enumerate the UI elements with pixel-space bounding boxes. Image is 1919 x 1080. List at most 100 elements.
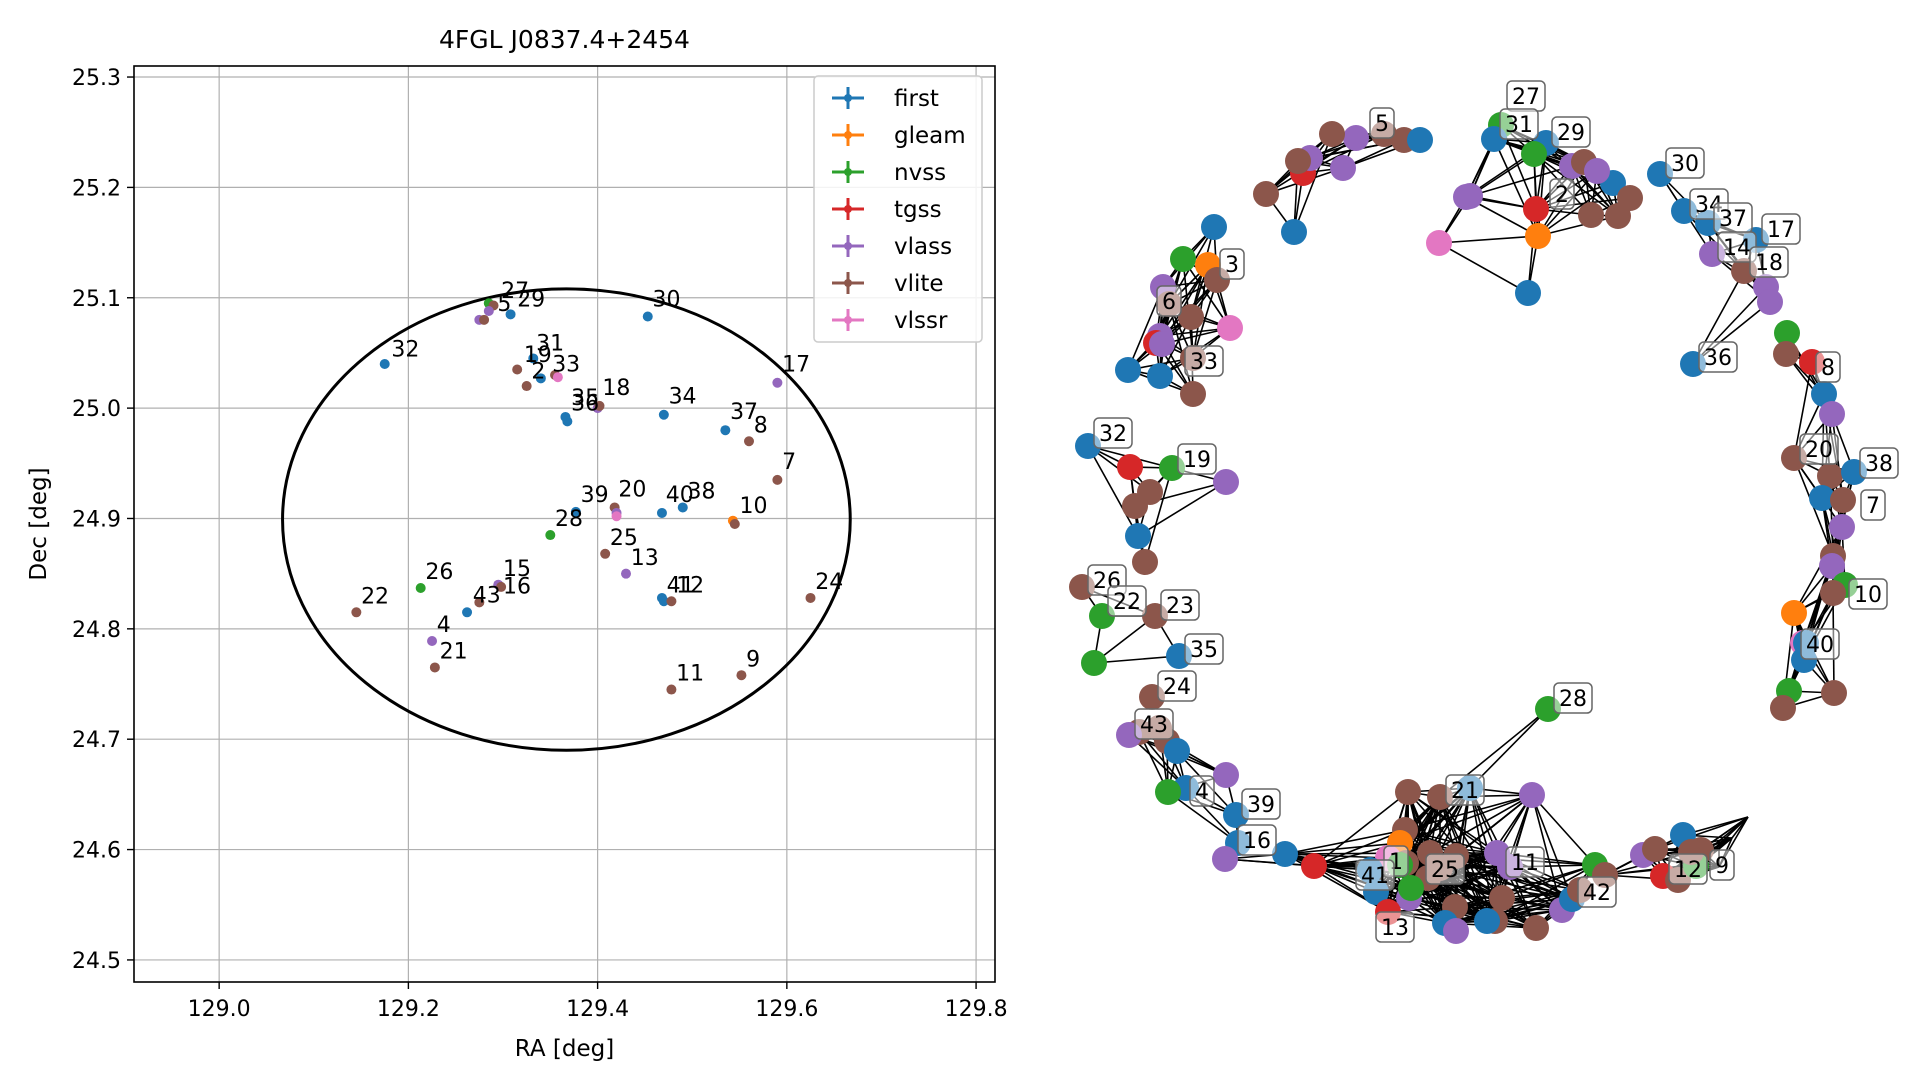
network-node-label: 22 [1107, 585, 1147, 617]
network-edge [1501, 864, 1596, 899]
network-node-label: 17 [1761, 213, 1801, 245]
label-text: 11 [1511, 851, 1539, 876]
network-node-vlite [1137, 479, 1163, 505]
point-label: 4 [437, 613, 451, 638]
network-node-vlass [1819, 553, 1845, 579]
plot-frame [133, 65, 996, 983]
data-point-vlite [805, 592, 816, 603]
label-text: 5 [1375, 112, 1389, 137]
label-box [1189, 775, 1215, 807]
network-node-nvss [1155, 779, 1181, 805]
network-node-nvss [1398, 875, 1424, 901]
network-node-first [1474, 908, 1500, 934]
network-edge [1494, 864, 1596, 922]
network-edge [1284, 842, 1401, 855]
network-node-vlite [1770, 695, 1796, 721]
label-text: 35 [1190, 638, 1218, 663]
label-box [1445, 774, 1485, 806]
network-edge [1093, 655, 1180, 664]
y-tick-label: 25.0 [72, 397, 121, 422]
network-node-label: 29 [1551, 116, 1591, 148]
data-point-vlite [729, 519, 740, 529]
y-tick-label: 24.5 [72, 949, 121, 974]
network-edge [1137, 481, 1227, 537]
network-node-vlssr [1426, 230, 1452, 256]
x-tick-label: 129.6 [755, 997, 818, 1022]
y-tick-label: 24.8 [72, 618, 121, 643]
data-point-first [720, 425, 731, 436]
network-edge [1168, 303, 1194, 395]
point-label: 40 [666, 483, 694, 508]
point-label: 11 [676, 662, 704, 687]
point-label: 7 [782, 450, 796, 475]
network-node-vlite [1253, 181, 1279, 207]
x-tick-label: 129.2 [377, 997, 440, 1022]
data-point-nvss [415, 583, 426, 594]
network-node-first [1115, 357, 1141, 383]
x-tick-label: 129.8 [945, 997, 1008, 1022]
label-box [1177, 443, 1217, 475]
network-node-vlite [1180, 381, 1206, 407]
y-tick-label: 25.2 [72, 176, 121, 201]
label-text: 32 [1099, 422, 1127, 447]
network-node-label: 24 [1157, 670, 1197, 702]
network-node-label: 12 [1668, 853, 1708, 885]
network-node-vlite [1830, 487, 1856, 513]
data-point-vlass [772, 377, 783, 388]
label-box [1761, 213, 1801, 245]
network-edge [1444, 898, 1573, 924]
label-box [1156, 285, 1182, 317]
network-node-first [1125, 523, 1151, 549]
label-box [1549, 178, 1575, 210]
network-node-first [1515, 280, 1541, 306]
network-node-label: 9 [1709, 849, 1735, 881]
data-point-vlite [521, 381, 532, 392]
legend-marker-tgss [844, 205, 852, 213]
network-node-vlass [1330, 155, 1356, 181]
point-label: 24 [815, 570, 843, 595]
point-label: 16 [503, 575, 531, 600]
legend-label-nvss: nvss [894, 160, 946, 186]
label-text: 3 [1225, 253, 1239, 278]
legend-label-tgss: tgss [894, 197, 942, 223]
y-tick-label: 24.6 [72, 839, 121, 864]
legend-label-vlssr: vlssr [894, 308, 948, 334]
data-point-nvss [545, 530, 556, 541]
label-text: 4 [1195, 780, 1209, 805]
data-point-vlssr [611, 511, 622, 522]
label-box [1425, 853, 1465, 885]
label-box [1093, 417, 1133, 449]
label-box [1134, 708, 1174, 740]
network-node-tgss [1117, 454, 1143, 480]
y-tick-label: 24.9 [72, 507, 121, 532]
x-tick-label: 129.0 [188, 997, 251, 1022]
network-node-gleam [1781, 600, 1807, 626]
data-point-first [528, 353, 539, 364]
label-text: 13 [1381, 916, 1409, 941]
data-point-first [658, 409, 669, 420]
network-node-label: 37 [1713, 202, 1753, 234]
label-text: 10 [1854, 583, 1882, 608]
point-label: 20 [618, 477, 646, 502]
network-node-label: 21 [1445, 774, 1485, 806]
network-node-label: 19 [1177, 443, 1217, 475]
label-box [1369, 107, 1395, 139]
network-node-nvss [1081, 650, 1107, 676]
network-node-label: 36 [1698, 341, 1738, 373]
network-node-vlass [1213, 762, 1239, 788]
point-label: 18 [602, 376, 630, 401]
label-text: 9 [1715, 854, 1729, 879]
legend-label-gleam: gleam [894, 123, 966, 149]
point-label: 27 [501, 279, 529, 304]
network-edge [1375, 891, 1488, 922]
x-axis-label: RA [deg] [515, 1036, 614, 1062]
label-box [1237, 824, 1277, 856]
data-point-vlite [351, 607, 362, 618]
data-point-first [642, 311, 653, 322]
network-node-vlite [1617, 185, 1643, 211]
y-tick-label: 25.1 [72, 287, 121, 312]
label-text: 25 [1431, 858, 1459, 883]
network-edge [1454, 864, 1596, 908]
network-node-label: 43 [1134, 708, 1174, 740]
